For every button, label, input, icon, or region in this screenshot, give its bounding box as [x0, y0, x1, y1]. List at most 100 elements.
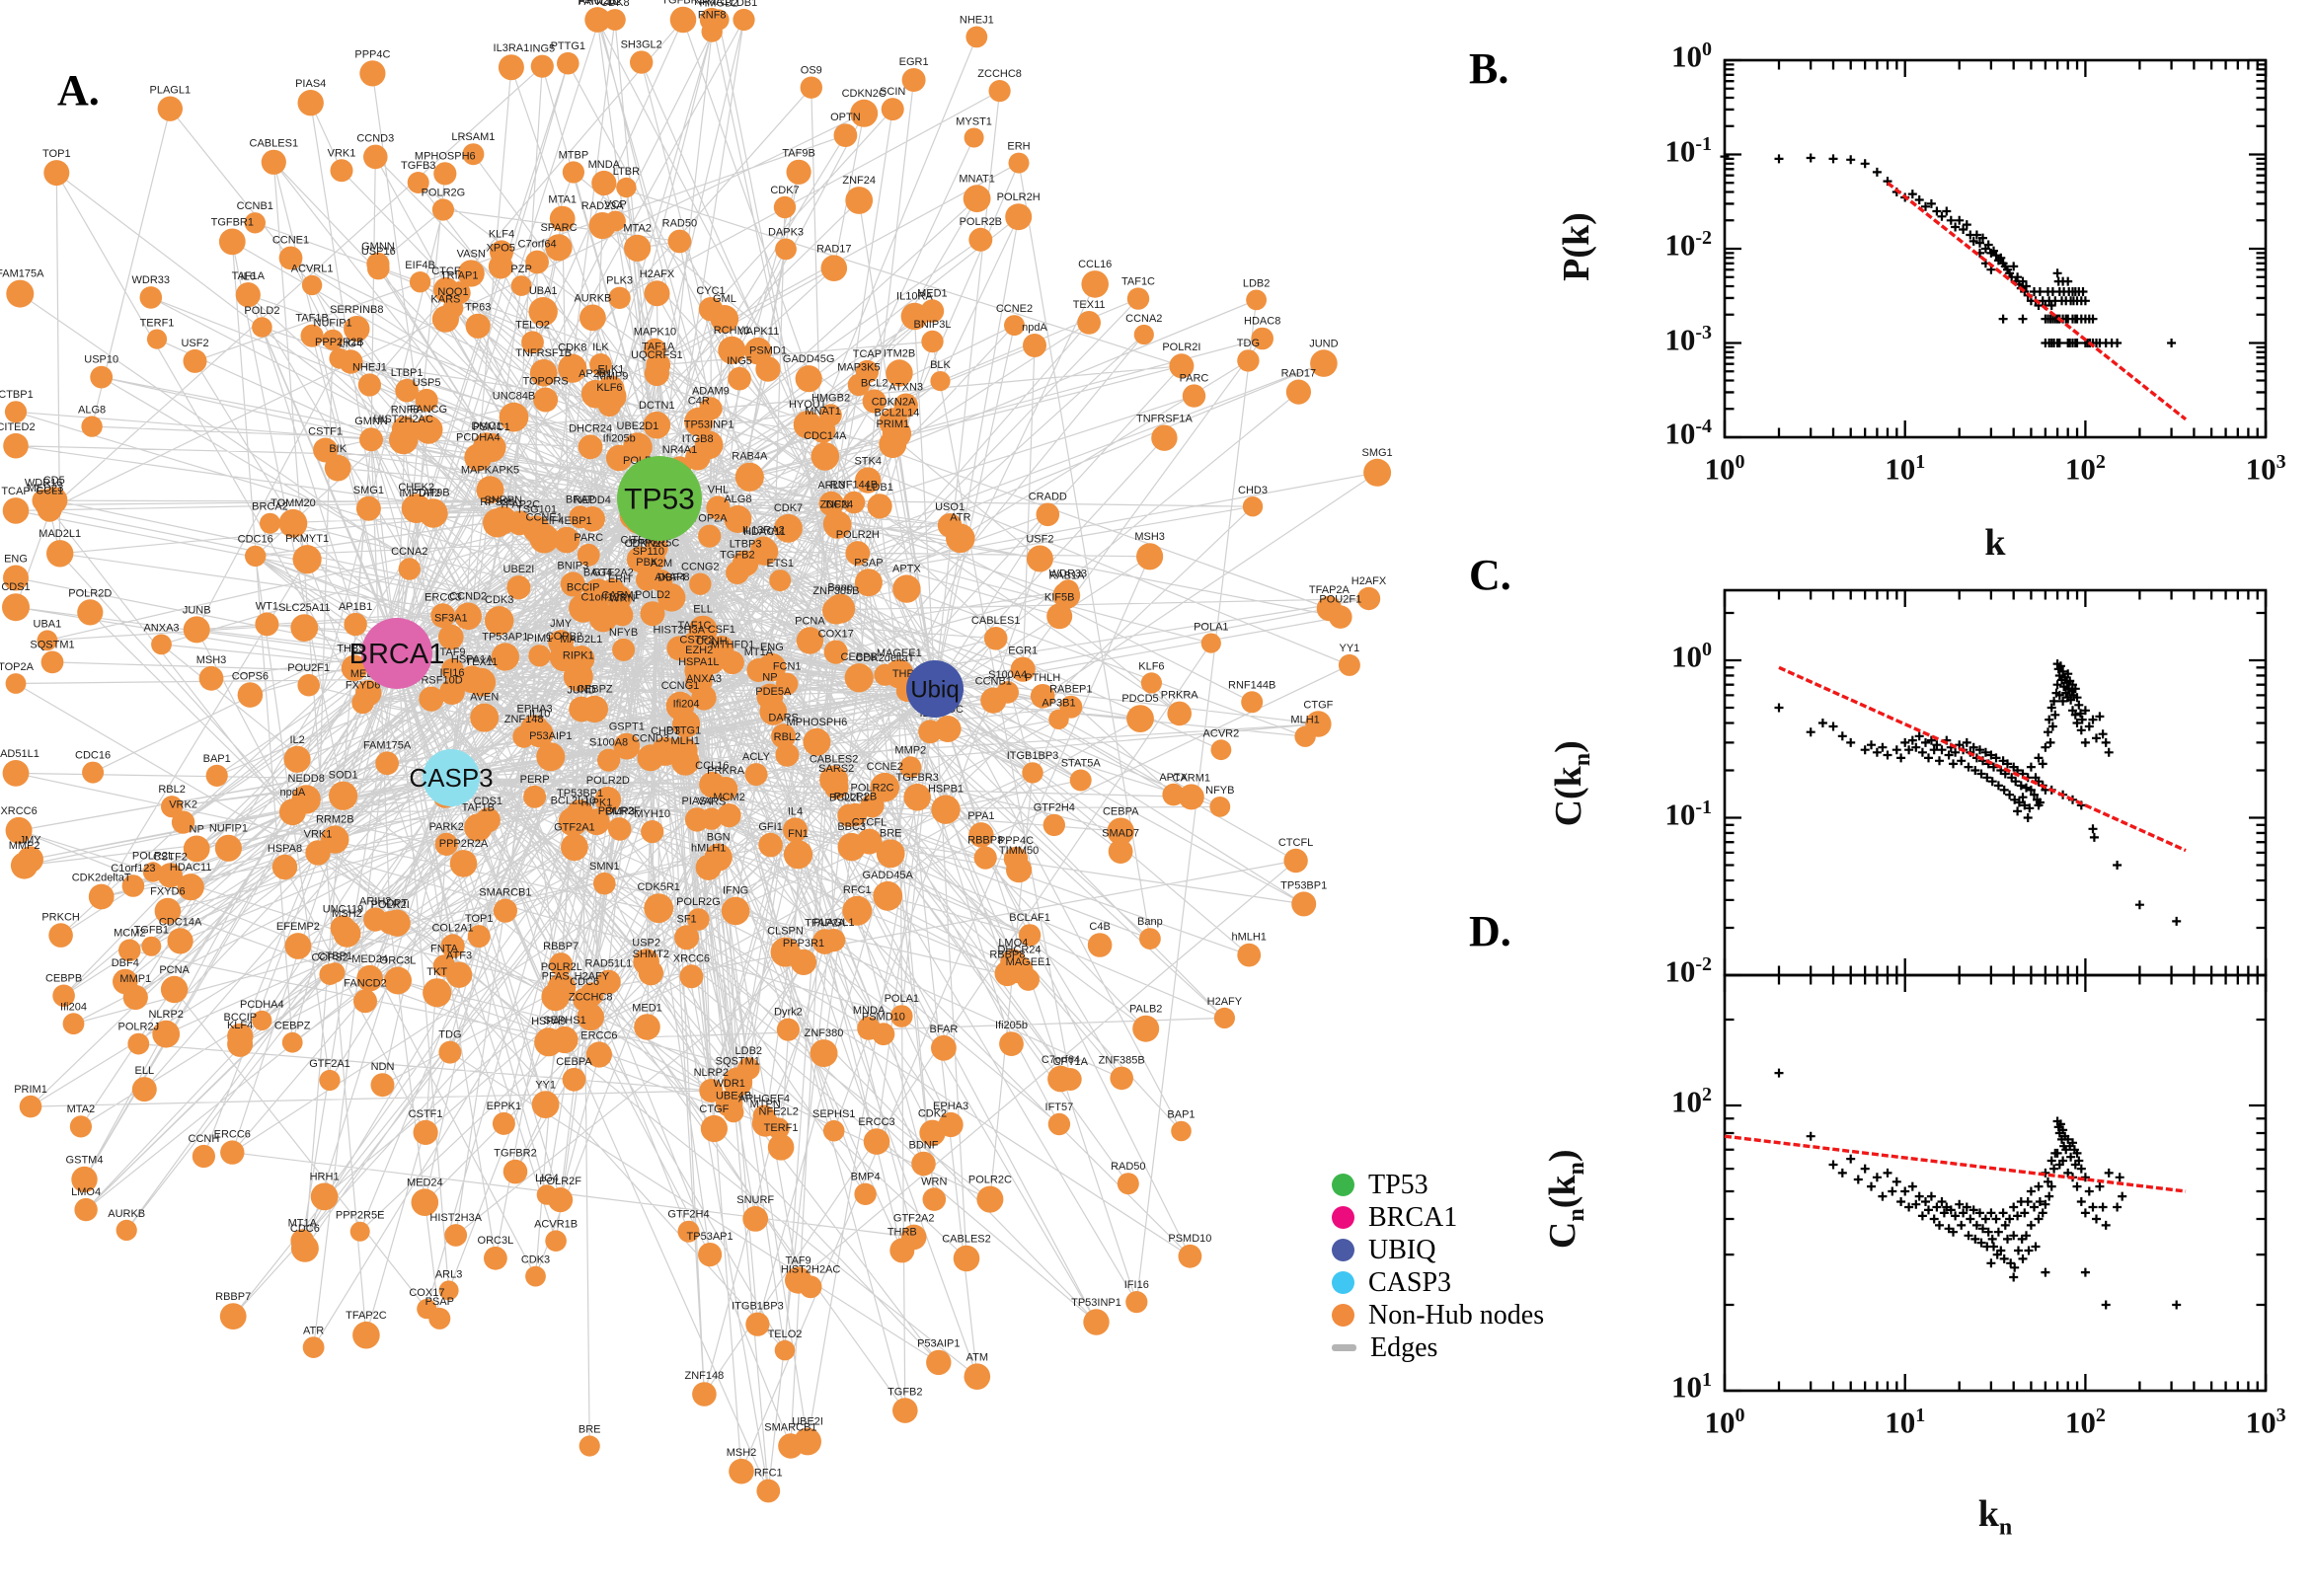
gene-label: IFI16 [439, 667, 464, 679]
network-node [271, 854, 298, 880]
network-node [1241, 691, 1264, 714]
hub-node-tp53 [617, 456, 702, 541]
gene-label: SEPHS1 [543, 1015, 585, 1026]
gene-label: IMPDH2 [399, 488, 440, 499]
network-node [1047, 1065, 1074, 1093]
network-node [569, 696, 594, 722]
gene-label: PPP4C [998, 835, 1034, 847]
network-node [549, 952, 574, 976]
network-node [976, 1185, 1004, 1213]
network-node [1210, 739, 1232, 761]
network-node [919, 1119, 946, 1147]
network-node [407, 172, 429, 193]
network-node [558, 806, 588, 837]
gene-label: SQSTM1 [716, 1055, 760, 1067]
network-node [439, 679, 465, 705]
network-node [594, 787, 622, 813]
network-node [533, 387, 559, 413]
gene-label: ERH [608, 573, 631, 585]
gene-label: SEPHS1 [812, 1108, 855, 1120]
gene-label: SMARCB1 [764, 1421, 816, 1433]
gene-label: PRKRA [1161, 690, 1199, 702]
gene-label: TAF1B [295, 313, 328, 325]
network-node [721, 896, 750, 926]
network-node [644, 338, 666, 360]
network-node [398, 558, 421, 580]
network-node [870, 772, 900, 802]
gene-label: TFAP2C [346, 1310, 387, 1322]
network-node [375, 751, 399, 776]
network-node [775, 742, 800, 767]
hub-node-brca1 [361, 618, 432, 689]
gene-label: PSMD10 [862, 1011, 905, 1023]
gene-label: EGR1 [899, 56, 929, 68]
gene-label: MAGEE1 [1006, 956, 1051, 968]
gene-label: MED1 [917, 287, 948, 299]
gene-label: TEX11 [1073, 299, 1106, 311]
network-node [783, 817, 808, 843]
network-node [903, 783, 931, 811]
network-node [744, 337, 772, 365]
network-node [160, 975, 189, 1004]
gene-label: TRIAP1 [440, 269, 479, 281]
gene-label: RNF8 [698, 9, 727, 21]
network-node [1242, 496, 1264, 517]
gene-label: CEBPB [841, 651, 878, 663]
gene-label: FAM175A [0, 268, 44, 280]
network-node [545, 234, 573, 262]
gene-label: CDC14A [804, 430, 847, 442]
network-node [771, 723, 797, 749]
network-node [81, 416, 103, 437]
network-node [736, 1057, 760, 1080]
gene-label: ARIH2 [359, 896, 391, 908]
gene-label: FNTA [430, 943, 459, 954]
network-node [911, 1151, 936, 1177]
network-node [449, 850, 478, 877]
network-node [252, 317, 272, 338]
network-node [968, 822, 994, 848]
network-node [3, 432, 29, 459]
gene-label: EFEMP2 [276, 921, 320, 933]
y-axis-title-c: C(kn) [1548, 740, 1595, 827]
gene-label: ORC3L [380, 955, 417, 967]
gene-label: GSPT1 [609, 722, 645, 733]
network-node [116, 1219, 137, 1241]
gene-label: GTF2H4 [1034, 802, 1075, 814]
gene-label: BLK [930, 359, 951, 371]
network-node [391, 416, 419, 442]
gene-label: RAD50 [1111, 1161, 1145, 1173]
network-node [330, 915, 356, 941]
network-node [687, 908, 710, 931]
gene-label: UNC119 [323, 903, 363, 915]
gene-label: CSF1 [708, 624, 735, 636]
gene-label: ATXN3 [888, 382, 923, 394]
gene-label: AP2B1 [579, 368, 612, 380]
gene-label: ERCC3 [858, 1116, 894, 1128]
panel-label-a: A. [57, 66, 100, 114]
network-node [284, 933, 312, 959]
gene-label: TOP2A [0, 661, 35, 673]
gene-label: CTGF [699, 1103, 729, 1115]
gene-label: SF1 [677, 913, 697, 925]
gene-label: MSH2 [332, 908, 362, 920]
gene-label: JUNB [183, 605, 211, 617]
gene-label: PDCD5 [1121, 693, 1158, 705]
network-node [616, 177, 637, 198]
gene-label: SERPINB8 [330, 304, 383, 316]
gene-label: CEBPB [45, 973, 82, 985]
network-node [775, 238, 797, 261]
network-node [291, 785, 321, 814]
gene-label: H2AFX [640, 268, 675, 280]
gene-label: TKT [426, 966, 447, 978]
gene-label: POLA1 [885, 993, 919, 1005]
gene-label: PCDHA4 [240, 999, 284, 1011]
network-node [1237, 943, 1262, 967]
gene-label: USF2 [181, 338, 208, 349]
network-node [767, 1134, 795, 1161]
gene-label: FN1 [788, 828, 809, 840]
gene-label: OS9 [801, 65, 822, 77]
network-node [341, 654, 368, 682]
gene-label: CCNG1 [661, 680, 700, 692]
gene-label: CTCFL [852, 817, 887, 829]
network-node [438, 624, 464, 650]
